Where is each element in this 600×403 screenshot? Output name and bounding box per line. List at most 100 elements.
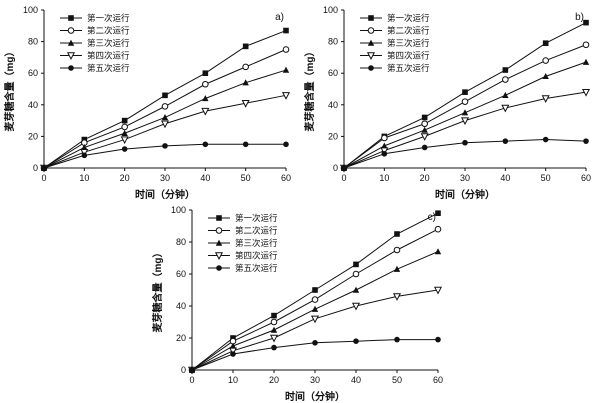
series-marker (434, 225, 442, 233)
series-marker (542, 136, 549, 143)
x-tick-label: 10 (228, 375, 238, 385)
series-marker (433, 286, 443, 295)
series-marker (242, 63, 249, 71)
series-marker (282, 46, 290, 53)
series-marker (582, 41, 590, 49)
series-marker (421, 114, 428, 121)
series-marker (352, 286, 360, 293)
legend-item: 第三次运行 (60, 38, 130, 48)
series-marker (242, 79, 249, 86)
x-tick-label: 0 (341, 173, 346, 183)
series-marker (353, 261, 359, 268)
series-marker (542, 40, 549, 46)
legend-marker (66, 52, 76, 60)
legend-marker (216, 215, 222, 221)
x-tick-label: 50 (241, 173, 251, 183)
series-marker (434, 248, 442, 255)
series-marker (381, 134, 388, 142)
y-tick-label: 0 (333, 163, 338, 173)
series-marker (202, 70, 209, 76)
series-marker (228, 347, 238, 356)
legend-item: 第四次运行 (208, 251, 278, 261)
legend-marker (366, 52, 376, 60)
y-tick-label: 100 (23, 5, 38, 15)
x-tick-label: 0 (189, 375, 194, 385)
x-tick-label: 60 (281, 173, 291, 183)
series-marker (270, 326, 278, 333)
series-marker (201, 107, 210, 116)
legend-item: 第五次运行 (208, 263, 278, 273)
series-marker (581, 88, 591, 97)
x-tick-label: 40 (200, 173, 210, 183)
legend-label: 第一次运行 (87, 13, 130, 23)
y-tick-label: 40 (328, 100, 338, 110)
legend-item: 第一次运行 (360, 13, 430, 23)
series-marker (421, 126, 428, 133)
x-tick-label: 60 (581, 173, 591, 183)
y-axis-title: 麦芽糖含量（mg） (151, 248, 164, 333)
series-marker (381, 142, 388, 149)
legend-label: 第三次运行 (87, 38, 130, 48)
legend-item: 第二次运行 (360, 26, 430, 36)
x-axis-title: 时间（分钟） (435, 188, 495, 201)
series-marker (501, 104, 510, 113)
x-tick-label: 0 (41, 173, 46, 183)
series-marker (583, 19, 589, 26)
series-marker (271, 312, 277, 319)
series-marker (229, 342, 237, 349)
series-marker (202, 141, 209, 148)
x-tick-label: 30 (310, 375, 320, 385)
series-marker (242, 43, 249, 50)
y-tick-label: 60 (328, 68, 338, 78)
series-marker (161, 103, 169, 110)
legend-label: 第二次运行 (87, 26, 130, 36)
legend-item: 第三次运行 (208, 238, 278, 248)
legend-label: 第四次运行 (235, 251, 278, 261)
x-tick-label: 50 (392, 375, 402, 385)
y-tick-label: 100 (323, 5, 338, 15)
series-marker (460, 117, 470, 126)
series-marker (461, 109, 469, 116)
series-marker (80, 149, 89, 157)
legend-label: 第一次运行 (235, 213, 278, 223)
legend-item: 第一次运行 (208, 213, 278, 223)
series-marker (269, 334, 279, 343)
series-marker (393, 246, 401, 254)
x-tick-label: 60 (433, 375, 443, 385)
series-marker (121, 123, 128, 131)
series-marker (351, 302, 361, 311)
y-tick-label: 20 (328, 131, 338, 141)
series-marker (81, 152, 88, 159)
series-marker (120, 136, 129, 145)
series-marker (242, 141, 249, 148)
series-marker (312, 287, 318, 293)
x-axis-title: 时间（分钟） (135, 188, 195, 201)
series-marker (311, 305, 319, 312)
legend-label: 第三次运行 (235, 238, 278, 248)
x-tick-label: 30 (160, 173, 170, 183)
series-marker (583, 138, 589, 144)
x-tick-label: 40 (351, 375, 361, 385)
legend-item: 第一次运行 (60, 13, 130, 23)
legend-marker (67, 39, 75, 46)
series-marker (542, 57, 549, 64)
series-marker (435, 336, 441, 343)
series-marker (41, 165, 47, 171)
series-marker (502, 138, 509, 144)
legend-marker (68, 65, 74, 71)
series-marker (502, 91, 509, 99)
legend-marker (367, 27, 375, 34)
y-tick-label: 40 (28, 100, 38, 110)
y-tick-label: 80 (28, 37, 38, 47)
series-marker (283, 141, 289, 148)
series-marker (394, 336, 400, 343)
series-marker (230, 351, 236, 357)
series-marker (81, 144, 88, 151)
y-tick-label: 80 (328, 37, 338, 47)
x-tick-label: 50 (541, 173, 551, 183)
legend-marker (215, 239, 223, 246)
series-marker (392, 293, 402, 301)
series-marker (421, 120, 428, 128)
series-marker (121, 146, 128, 152)
